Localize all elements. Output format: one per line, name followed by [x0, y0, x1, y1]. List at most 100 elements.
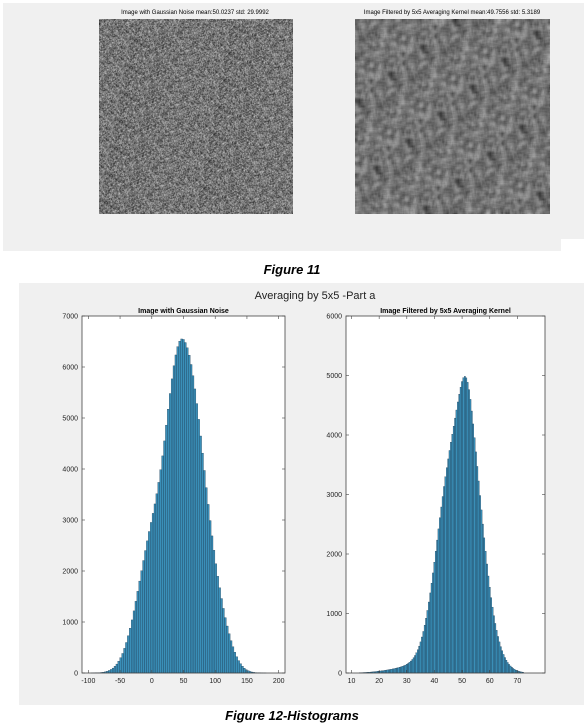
histogram-bar [129, 628, 132, 674]
histogram-bar [470, 410, 473, 674]
histogram-bar [477, 480, 480, 674]
histogram-bar [184, 342, 187, 674]
histogram-bar [203, 470, 206, 674]
histogram-bar [451, 434, 454, 674]
histogram-bar [404, 664, 407, 674]
histogram-bar [136, 591, 139, 674]
histogram-bar [487, 575, 490, 674]
x-tick-label: 100 [209, 678, 221, 685]
histogram-bar [506, 662, 509, 674]
histogram-bar [150, 522, 153, 674]
histogram-bar [115, 663, 118, 674]
histogram-bar [140, 570, 143, 674]
y-tick-label: 3000 [326, 492, 342, 499]
histogram-bar [425, 618, 427, 674]
histogram-bar [415, 652, 418, 674]
histogram-bar [446, 467, 448, 674]
histogram-bar [201, 452, 204, 674]
histogram-bar [228, 633, 231, 674]
histogram-bar [504, 657, 506, 674]
histogram-bar [224, 617, 227, 674]
histogram-bar [473, 437, 476, 674]
histogram-bar [495, 630, 498, 674]
histogram-bar [444, 476, 447, 674]
x-tick-label: 40 [431, 678, 439, 685]
histogram-bar [237, 660, 240, 674]
histogram-bar [501, 650, 504, 674]
histogram-bar [414, 655, 416, 674]
histogram-bar [142, 560, 145, 674]
histogram-bar [386, 669, 389, 674]
histogram-bar [385, 669, 387, 674]
histogram-bar [512, 668, 515, 674]
histogram-bar [499, 646, 502, 674]
histogram-bar [481, 523, 484, 674]
histogram-bar [132, 610, 136, 674]
histogram-bar [441, 496, 444, 674]
x-tick-label: 150 [241, 678, 253, 685]
histogram-bar [176, 346, 179, 674]
histogram-bar [125, 642, 128, 674]
y-tick-label: 7000 [62, 314, 78, 321]
y-tick-label: 2000 [326, 552, 342, 559]
histogram-bar [452, 426, 455, 674]
histogram-bar [180, 338, 183, 674]
y-tick-label: 3000 [62, 518, 78, 525]
y-tick-label: 1000 [62, 620, 78, 627]
histogram-bar [214, 563, 217, 674]
histogram-bar [235, 656, 238, 674]
histogram-bar [450, 442, 452, 674]
histogram-bar [243, 668, 246, 674]
x-tick-label: 60 [486, 678, 494, 685]
y-tick-label: 0 [74, 671, 78, 678]
histogram-bar [390, 669, 393, 674]
histogram-bar [170, 378, 174, 674]
histogram-bar [430, 583, 433, 674]
noisy-image-title: Image with Gaussian Noise mean:50.0237 s… [121, 10, 269, 16]
histogram-bar [148, 531, 151, 674]
histogram-bar [239, 663, 242, 674]
histogram-bar [457, 401, 459, 674]
y-tick-label: 6000 [326, 314, 342, 321]
histogram-bar [209, 520, 212, 674]
histogram-bar [134, 601, 138, 674]
histogram-bar [466, 382, 469, 674]
histogram-bar [157, 482, 160, 674]
histogram-suptitle: Averaging by 5x5 -Part a [255, 290, 377, 302]
histogram-bar [484, 551, 487, 674]
histogram-bar [138, 580, 141, 674]
histogram-bar [475, 451, 477, 674]
figure11-panel-strip [561, 3, 584, 239]
histogram-bar [188, 355, 191, 674]
histogram-bar [389, 669, 392, 674]
histogram-bar [436, 539, 439, 674]
histogram-bar [493, 615, 495, 674]
histogram-bar [195, 403, 198, 674]
histogram-bar [429, 592, 432, 674]
histogram-bar [488, 587, 491, 674]
x-tick-label: 0 [150, 678, 154, 685]
histogram-bar [469, 399, 472, 674]
histogram-bar [151, 513, 155, 674]
histogram-bar [231, 646, 235, 674]
histogram-bar [144, 550, 147, 674]
histogram-bar [510, 667, 513, 674]
histogram-bar [515, 669, 517, 674]
histogram-bar [111, 667, 115, 674]
histogram-bar [418, 645, 421, 674]
histogram-filtered: Image Filtered by 5x5 Averaging Kernel 10… [326, 308, 546, 685]
histogram-bar [497, 636, 499, 674]
histogram-bar [459, 387, 462, 674]
x-tick-label: -50 [115, 678, 125, 685]
histogram-bar [411, 659, 414, 674]
histogram-bar [494, 623, 497, 674]
histogram-bar [191, 375, 195, 674]
histogram-bar [472, 423, 474, 674]
histogram-bar [486, 563, 488, 674]
histogram-bar [394, 668, 397, 674]
x-tick-label: 20 [375, 678, 383, 685]
histogram-bar [439, 517, 441, 674]
histogram-bar [159, 469, 162, 674]
x-tick-label: 10 [348, 678, 356, 685]
